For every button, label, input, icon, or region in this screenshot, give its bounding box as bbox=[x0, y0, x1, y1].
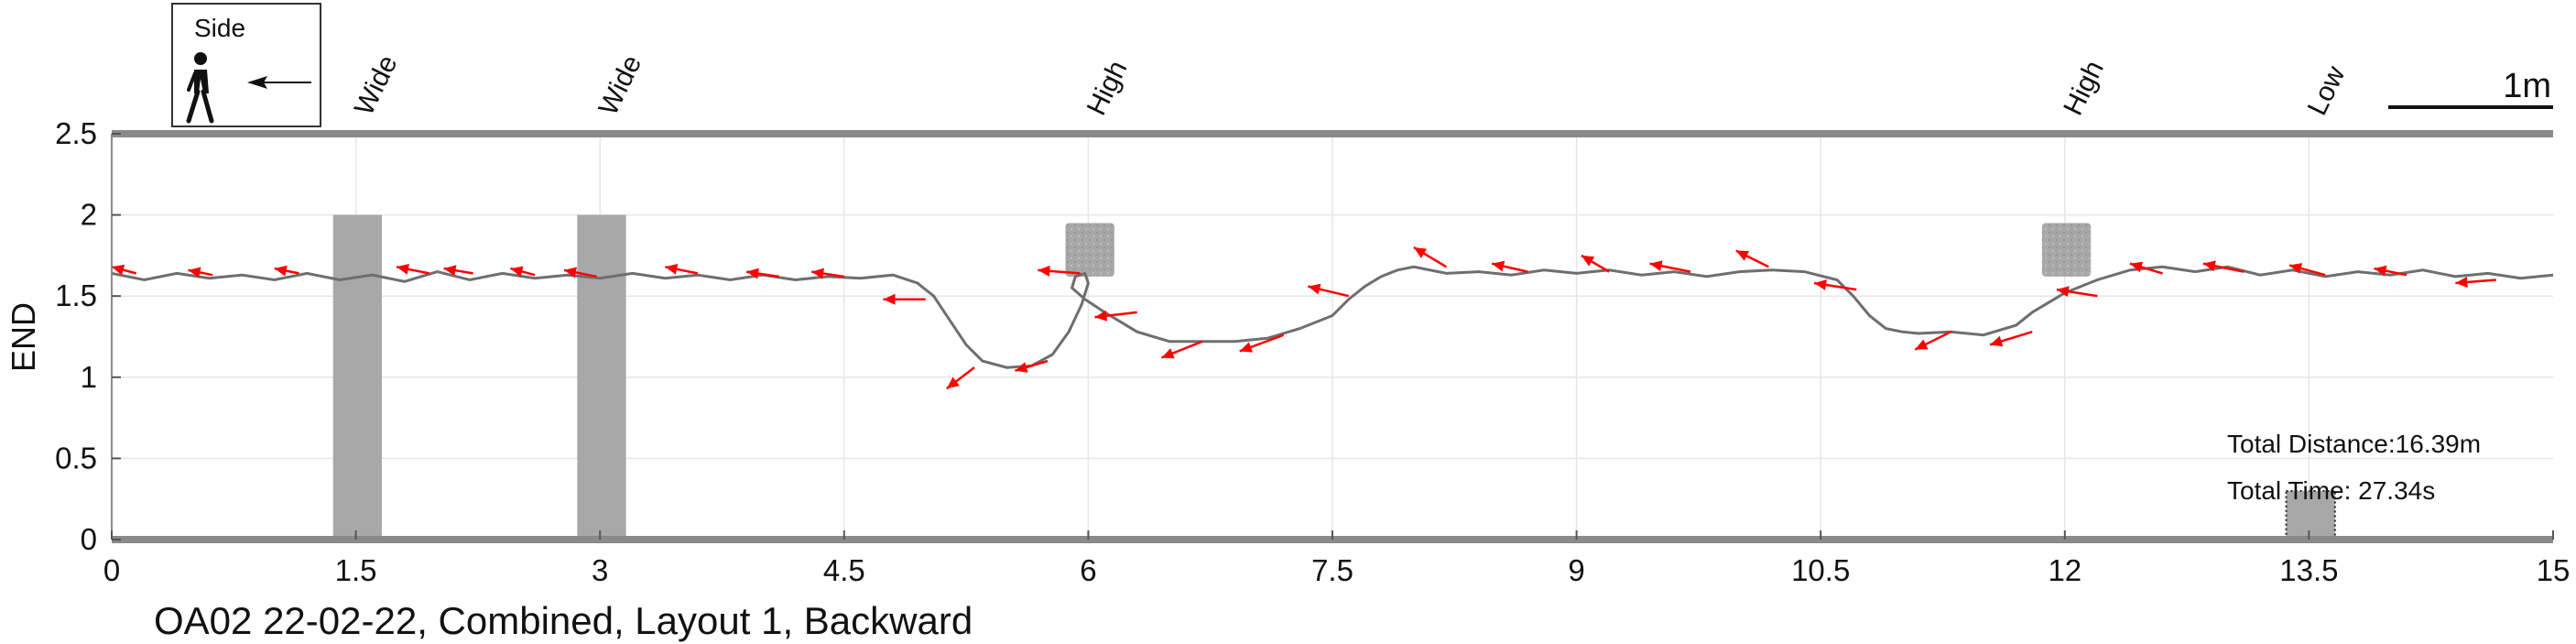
left-arrow-icon bbox=[247, 76, 311, 89]
heading-arrow bbox=[2129, 261, 2163, 275]
heading-arrow bbox=[745, 267, 779, 279]
total-time-text: Total Time: 27.34s bbox=[2227, 476, 2435, 505]
x-axis-ticks: 0 1.5 3 4.5 6 7.5 9 10.5 12 13.5 15 bbox=[103, 530, 2571, 587]
heading-arrow bbox=[811, 267, 844, 279]
y-tick-label: 1 bbox=[81, 360, 97, 394]
y-tick-label: 1.5 bbox=[55, 278, 97, 312]
heading-arrow bbox=[1989, 330, 2033, 347]
heading-arrow bbox=[883, 293, 926, 305]
heading-arrow bbox=[1735, 249, 1769, 268]
heading-arrow bbox=[1491, 260, 1528, 273]
obstacle-labels: Wide Wide High High Low bbox=[349, 50, 2352, 120]
y-tick-label: 0.5 bbox=[55, 441, 97, 475]
x-tick-label: 0 bbox=[103, 553, 120, 587]
obstacle-high bbox=[2041, 223, 2092, 277]
obstacle-label: Wide bbox=[593, 50, 648, 120]
y-axis-label: END bbox=[5, 302, 42, 372]
x-tick-label: 15 bbox=[2537, 553, 2571, 587]
obstacle-label: Wide bbox=[349, 50, 404, 120]
heading-arrow bbox=[1094, 310, 1137, 322]
x-tick-label: 6 bbox=[1080, 553, 1096, 587]
y-tick-label: 0 bbox=[81, 522, 97, 556]
x-tick-label: 3 bbox=[592, 553, 608, 587]
heading-arrow bbox=[563, 267, 597, 278]
heading-arrow bbox=[2202, 260, 2244, 273]
heading-arrow bbox=[1038, 265, 1081, 277]
obstacle-low bbox=[2285, 489, 2336, 541]
y-tick-label: 2.5 bbox=[55, 116, 97, 150]
heading-arrow bbox=[510, 266, 536, 278]
heading-arrow bbox=[1308, 283, 1350, 298]
x-tick-label: 12 bbox=[2048, 553, 2081, 587]
y-tick-label: 2 bbox=[81, 198, 97, 232]
heading-arrow bbox=[665, 263, 699, 275]
obstacle-high bbox=[1065, 223, 1114, 277]
heading-arrow bbox=[1239, 333, 1285, 353]
x-tick-label: 9 bbox=[1568, 553, 1584, 587]
heading-arrow bbox=[188, 267, 213, 278]
heading-arrow bbox=[1581, 254, 1610, 273]
heading-arrows bbox=[111, 246, 2496, 390]
heading-arrow bbox=[1160, 340, 1203, 359]
obstacle-wide bbox=[332, 214, 383, 540]
heading-arrow bbox=[2455, 277, 2496, 288]
trajectory-line bbox=[111, 265, 2554, 369]
x-tick-label: 4.5 bbox=[823, 553, 865, 587]
total-distance-text: Total Distance:16.39m bbox=[2227, 430, 2481, 458]
heading-arrow bbox=[946, 366, 975, 390]
obstacle-label: High bbox=[1081, 56, 1134, 120]
x-tick-label: 7.5 bbox=[1311, 553, 1353, 587]
heading-arrow bbox=[2288, 263, 2326, 277]
heading-arrow bbox=[1649, 260, 1691, 273]
heading-arrow bbox=[1413, 246, 1448, 268]
scale-bar: 1m bbox=[2388, 67, 2553, 109]
walking-person-icon bbox=[186, 52, 214, 124]
heading-arrow bbox=[443, 265, 473, 277]
heading-arrow bbox=[274, 265, 299, 277]
heading-arrow bbox=[2056, 286, 2098, 298]
legend-box bbox=[171, 3, 321, 127]
heading-arrow bbox=[1015, 359, 1049, 373]
obstacle-wide bbox=[577, 214, 626, 540]
heading-arrow bbox=[1813, 279, 1857, 291]
heading-arrow bbox=[2374, 265, 2408, 277]
heading-arrow bbox=[111, 264, 136, 276]
legend-label: Side bbox=[194, 14, 245, 42]
heading-arrow bbox=[1914, 331, 1951, 351]
x-tick-label: 13.5 bbox=[2279, 553, 2338, 587]
obstacles-layer bbox=[332, 214, 2336, 541]
heading-arrow bbox=[396, 263, 429, 275]
figure-caption: OA02 22-02-22, Combined, Layout 1, Backw… bbox=[154, 599, 973, 642]
y-axis-ticks: 0 0.5 1 1.5 2 2.5 bbox=[55, 116, 121, 556]
grid-lines bbox=[112, 134, 2553, 540]
obstacle-label: Low bbox=[2302, 61, 2352, 120]
scale-bar-label: 1m bbox=[2503, 67, 2551, 105]
x-tick-label: 1.5 bbox=[335, 553, 377, 587]
legend: Side bbox=[171, 3, 321, 127]
obstacle-label: High bbox=[2058, 56, 2110, 120]
x-tick-label: 10.5 bbox=[1791, 553, 1850, 587]
